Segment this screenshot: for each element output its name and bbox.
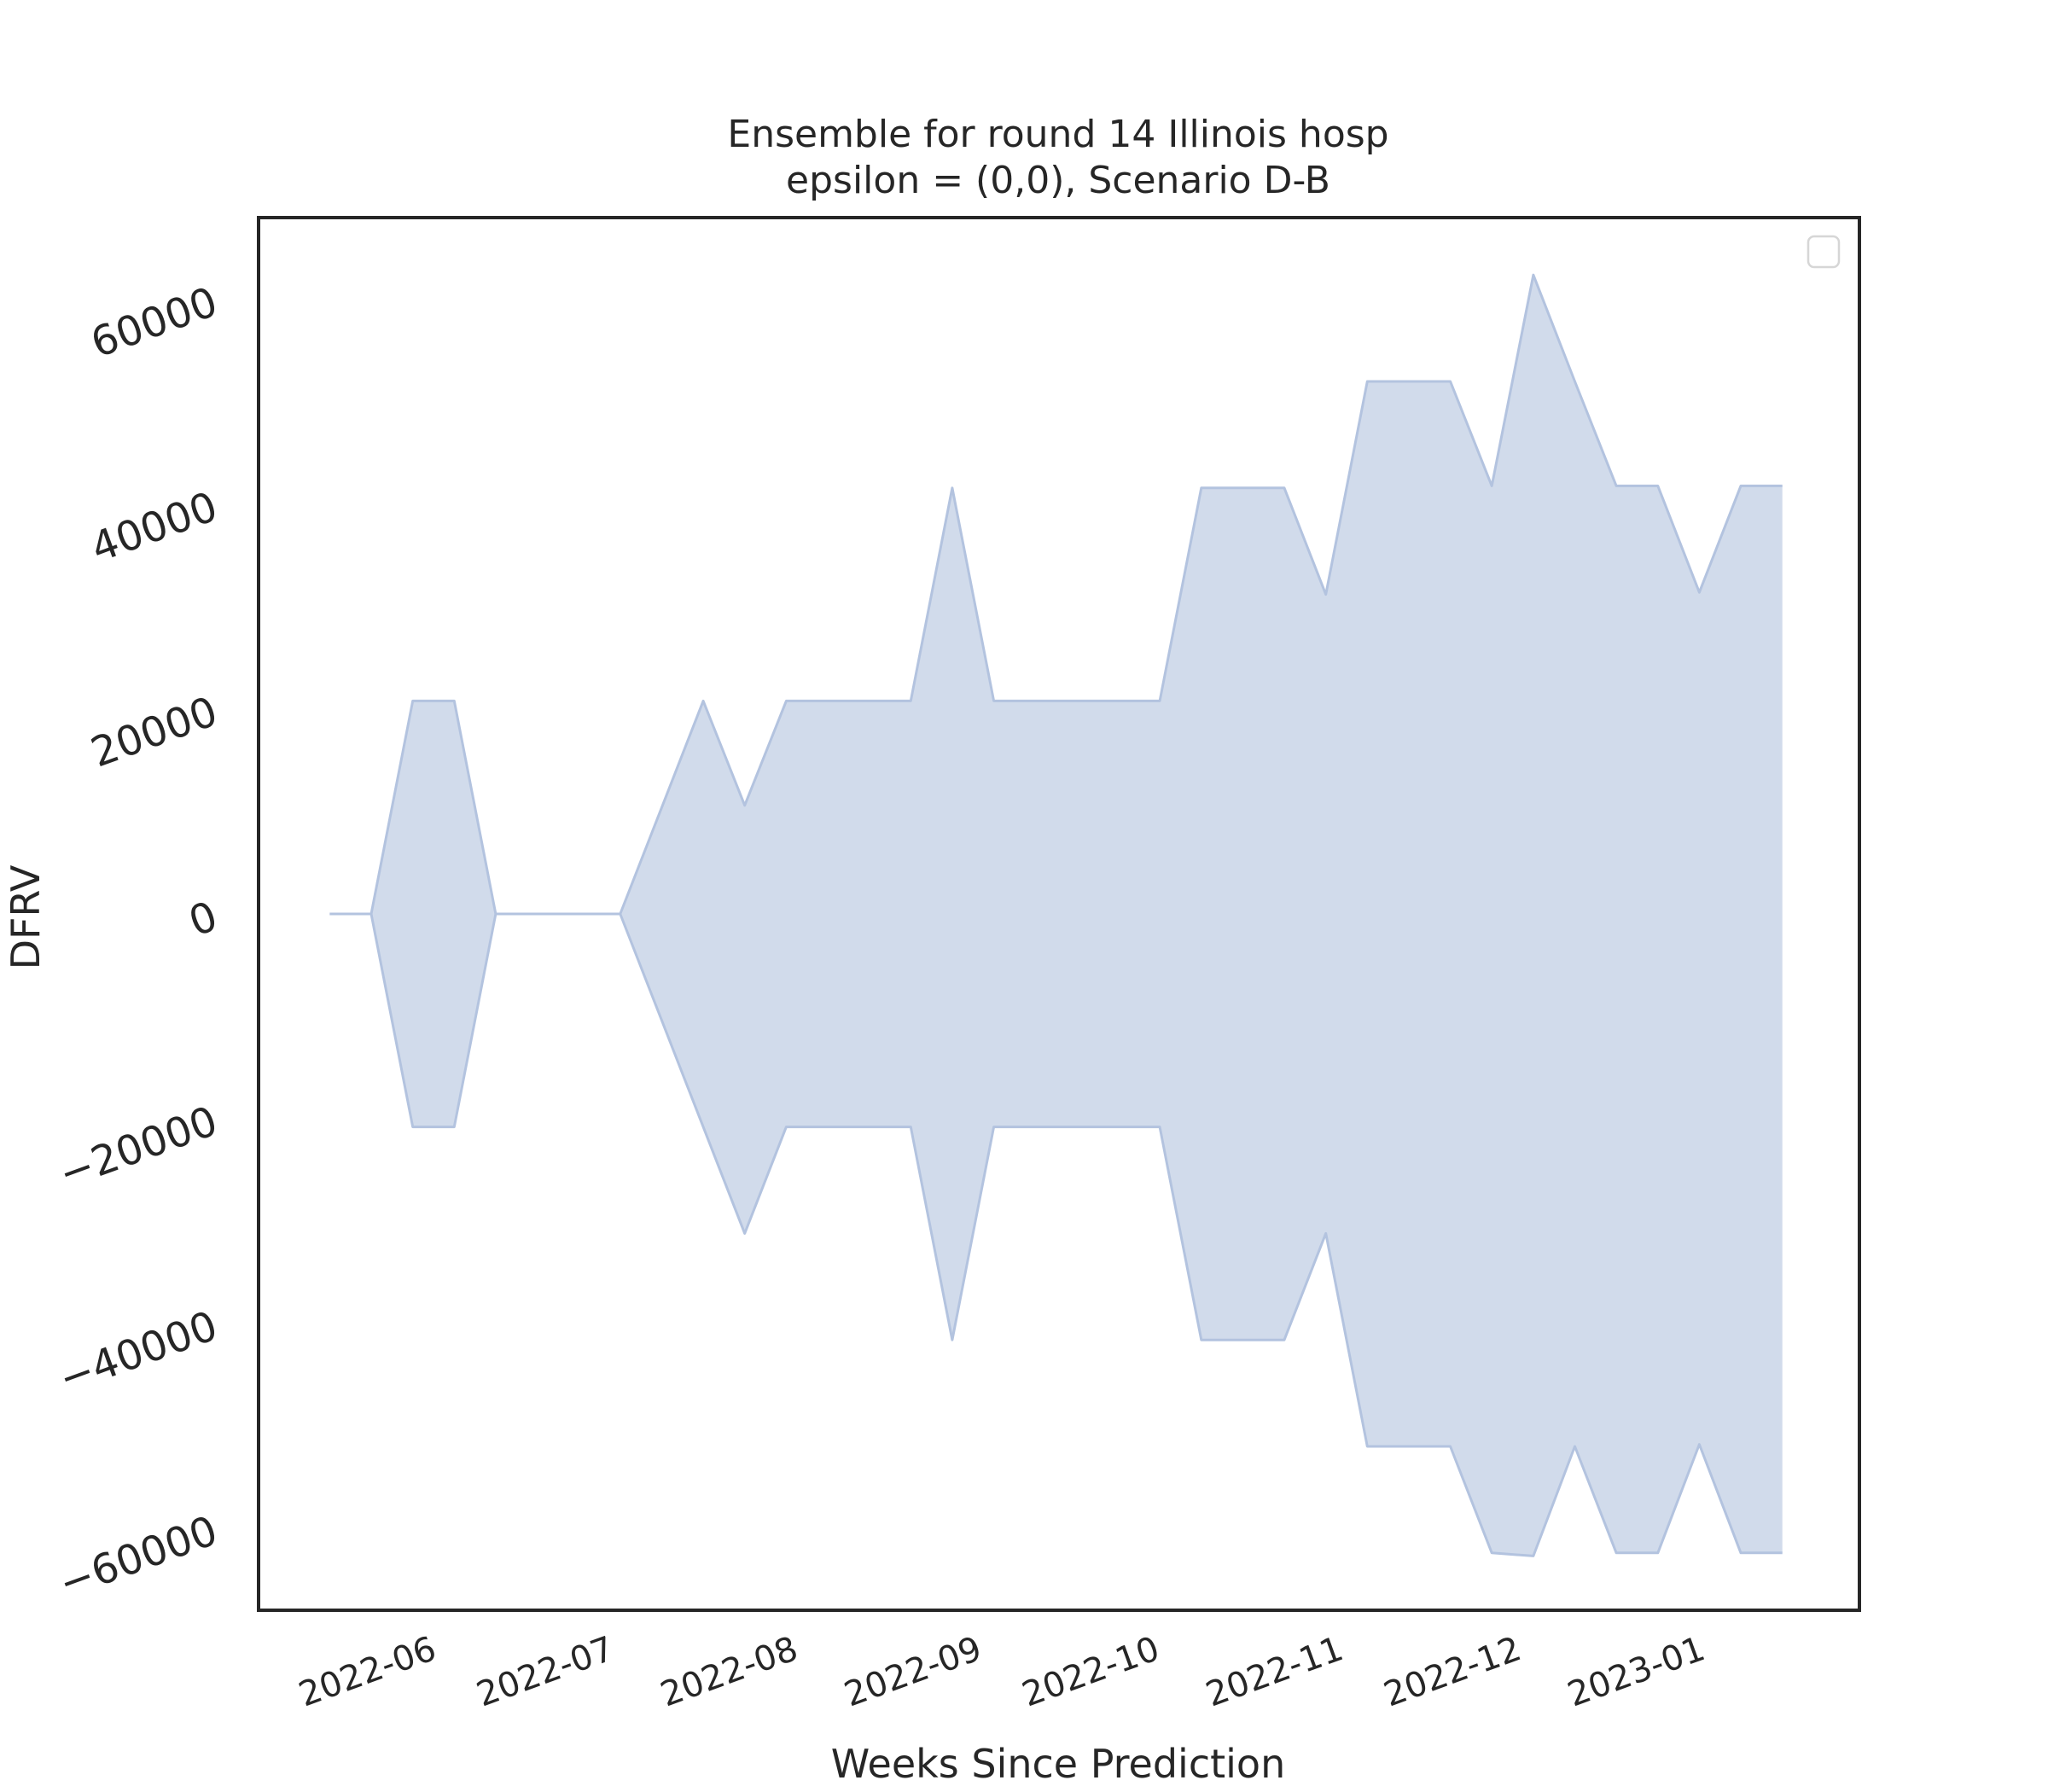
x-axis-label: Weeks Since Prediction: [831, 1741, 1285, 1787]
x-tick-label: 2023-01: [1562, 1629, 1710, 1714]
y-tick-label: −60000: [53, 1507, 224, 1609]
confidence-band: [329, 273, 1783, 1557]
y-tick-label: 40000: [84, 483, 224, 573]
x-tick-label: 2022-08: [655, 1629, 803, 1714]
plot-area: [257, 216, 1861, 1612]
y-tick-label: −40000: [53, 1302, 224, 1404]
chart-subtitle: epsilon = (0,0), Scenario D-B: [786, 159, 1330, 202]
band-area: [329, 275, 1783, 1556]
y-tick-label: 0: [183, 893, 224, 946]
y-tick-label: −20000: [53, 1097, 224, 1199]
band-lower-edge: [329, 912, 1783, 1557]
chart-title: Ensemble for round 14 Illinois hosp: [727, 113, 1388, 156]
x-tick-label: 2022-10: [1017, 1629, 1165, 1714]
y-tick-label: 60000: [84, 278, 224, 368]
x-tick-label: 2022-06: [294, 1629, 441, 1714]
x-tick-label: 2022-07: [472, 1629, 620, 1714]
y-axis-ticks: −60000 −40000 −20000 0 20000 40000 60000: [53, 278, 224, 1609]
x-tick-label: 2022-09: [840, 1629, 987, 1714]
y-axis-label: DFRV: [3, 864, 49, 969]
x-tick-label: 2022-12: [1379, 1629, 1527, 1714]
y-tick-label: 20000: [84, 688, 224, 777]
legend-box[interactable]: [1807, 235, 1841, 269]
x-axis-ticks: 2022-06 2022-07 2022-08 2022-09 2022-10 2022-…: [294, 1629, 1710, 1714]
axes-frame: [257, 216, 1861, 1612]
x-tick-label: 2022-11: [1201, 1629, 1348, 1714]
